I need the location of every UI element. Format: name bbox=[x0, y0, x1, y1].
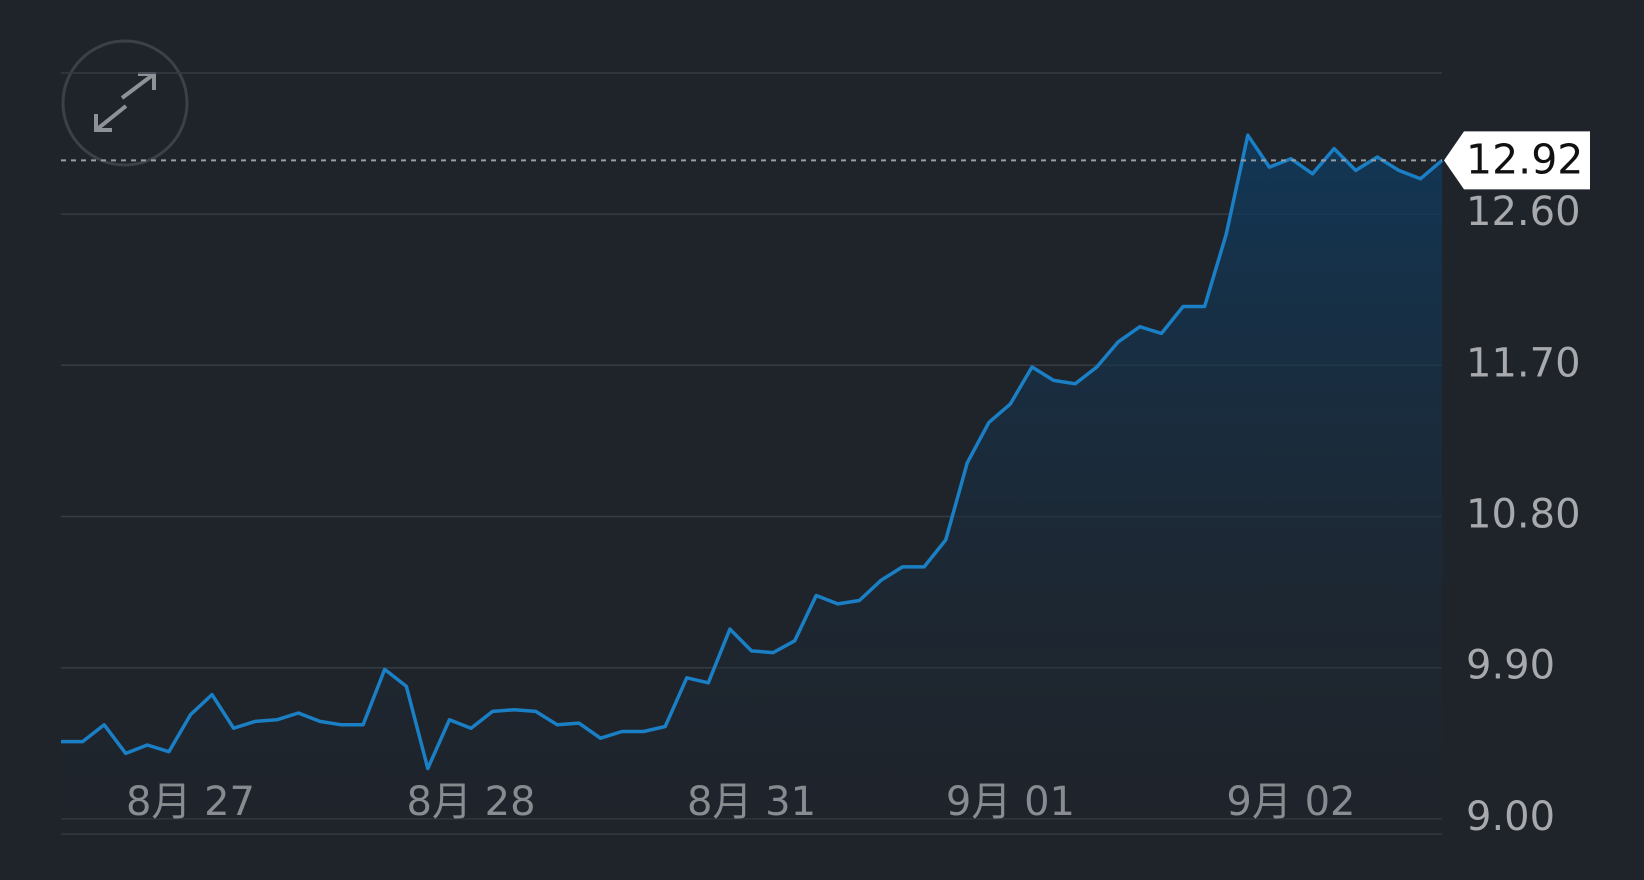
y-tick-label: 9.00 bbox=[1466, 794, 1555, 840]
y-tick-label: 12.60 bbox=[1466, 189, 1581, 235]
last-price-tag bbox=[1444, 131, 1590, 190]
y-tick-label: 11.70 bbox=[1466, 340, 1581, 386]
y-tick-label: 9.90 bbox=[1466, 643, 1555, 689]
last-price-label: 12.92 bbox=[1466, 135, 1583, 183]
y-tick-label: 10.80 bbox=[1466, 491, 1581, 537]
expand-circle bbox=[61, 39, 189, 167]
expand-button[interactable] bbox=[61, 39, 189, 167]
price-line bbox=[61, 133, 1444, 771]
expand-icon bbox=[94, 72, 156, 132]
area bbox=[61, 135, 1442, 834]
